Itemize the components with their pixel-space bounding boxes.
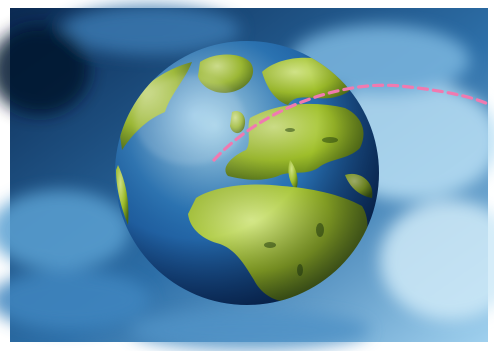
cloud-texture — [0, 5, 494, 350]
flight-route — [212, 83, 490, 162]
globe — [115, 41, 379, 305]
